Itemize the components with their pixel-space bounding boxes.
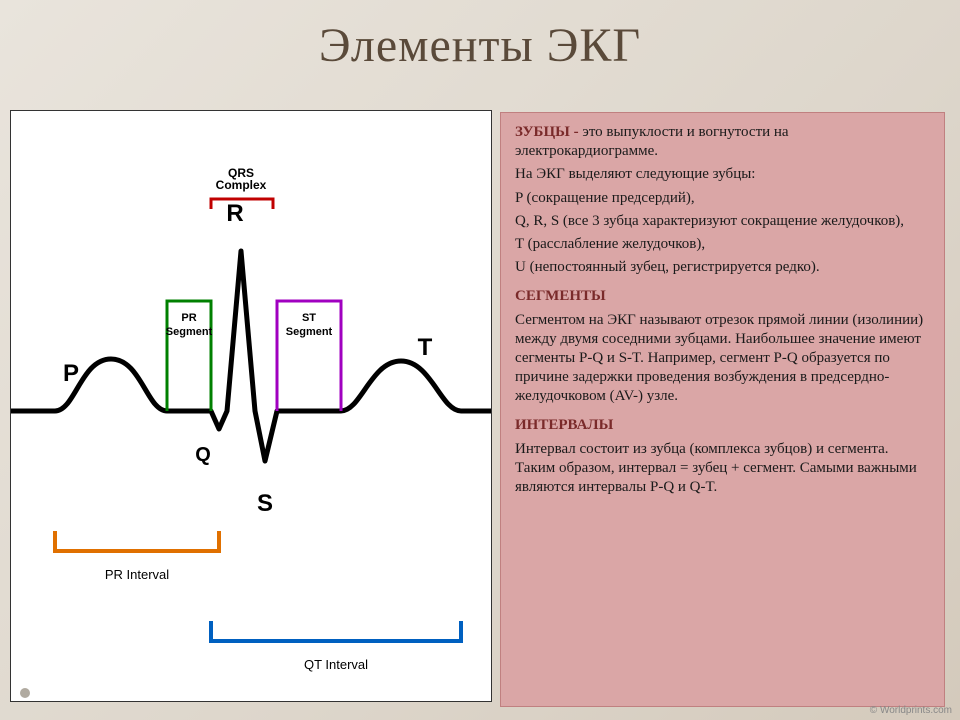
svg-text:ST: ST [302,312,316,324]
ecg-panel: PQRSTQRSComplexPRSegmentSTSegmentPR Inte… [10,110,492,702]
intervals-header: ИНТЕРВАЛЫ [515,416,930,435]
svg-text:T: T [418,334,433,361]
svg-text:Complex: Complex [216,178,267,192]
svg-text:QT Interval: QT Interval [304,657,368,672]
zubcy-line4: Q, R, S (все 3 зубца характеризуют сокра… [515,212,930,231]
svg-text:S: S [257,490,273,517]
zubcy-line2: На ЭКГ выделяют следующие зубцы: [515,165,930,184]
svg-text:Segment: Segment [286,326,333,338]
decorative-bullet [20,688,30,698]
description-box: ЗУБЦЫ - это выпуклости и вогнутости на э… [500,112,945,707]
segments-body: Сегментом на ЭКГ называют отрезок прямой… [515,311,930,407]
slide-root: Элементы ЭКГ PQRSTQRSComplexPRSegmentSTS… [0,0,960,720]
zubcy-line3: P (сокращение предсердий), [515,189,930,208]
svg-text:R: R [226,200,243,227]
zubcy-line6: U (непостоянный зубец, регистрируется ре… [515,258,930,277]
zubcy-header: ЗУБЦЫ - [515,124,579,140]
svg-text:Q: Q [195,444,211,466]
svg-text:PR Interval: PR Interval [105,567,169,582]
ecg-diagram: PQRSTQRSComplexPRSegmentSTSegmentPR Inte… [11,111,491,699]
slide-title: Элементы ЭКГ [0,18,960,73]
watermark: © Worldprints.com [870,705,952,716]
intervals-body: Интервал состоит из зубца (комплекса зуб… [515,440,930,498]
zubcy-line5: T (расслабление желудочков), [515,235,930,254]
svg-text:Segment: Segment [166,326,213,338]
svg-text:P: P [63,360,79,387]
zubcy-paragraph: ЗУБЦЫ - это выпуклости и вогнутости на э… [515,123,930,161]
segments-header: СЕГМЕНТЫ [515,287,930,306]
svg-text:PR: PR [181,312,196,324]
